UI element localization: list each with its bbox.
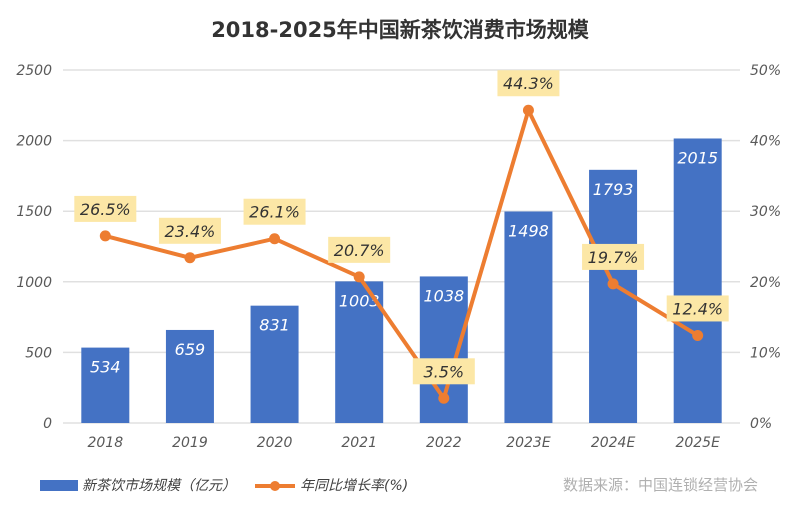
line-point bbox=[269, 233, 281, 245]
line-point bbox=[692, 329, 704, 341]
x-tick-label: 2021 bbox=[341, 435, 377, 451]
y-tick-label: 500 bbox=[25, 345, 52, 361]
legend-line-marker bbox=[270, 481, 280, 491]
point-label-bg bbox=[74, 195, 137, 222]
chart-title: 2018-2025年中国新茶饮消费市场规模 bbox=[211, 18, 590, 42]
x-tick-label: 2020 bbox=[257, 435, 293, 451]
bar bbox=[165, 329, 214, 423]
line-point bbox=[522, 104, 534, 116]
y2-tick-label: 0% bbox=[750, 416, 772, 432]
y-tick-label: 1000 bbox=[16, 275, 52, 291]
point-label-bg bbox=[328, 236, 391, 263]
y2-tick-label: 50% bbox=[750, 63, 781, 79]
bar bbox=[589, 169, 638, 423]
bar-label: 1038 bbox=[423, 286, 464, 305]
bar bbox=[250, 305, 299, 423]
point-label: 26.1% bbox=[249, 203, 300, 222]
x-tick-label: 2018 bbox=[87, 435, 123, 451]
y-tick-label: 2500 bbox=[16, 63, 52, 79]
line-point bbox=[607, 278, 619, 290]
x-tick-label: 2024E bbox=[591, 435, 636, 451]
bar bbox=[673, 138, 722, 423]
line-point bbox=[99, 230, 111, 242]
bar-label: 1003 bbox=[339, 291, 380, 310]
bar-label: 659 bbox=[175, 340, 206, 359]
point-label-bg bbox=[412, 358, 475, 385]
y-tick-label: 0 bbox=[43, 416, 52, 432]
bar bbox=[335, 281, 384, 423]
legend-bar-label: 新茶饮市场规模（亿元） bbox=[82, 478, 236, 494]
y2-tick-label: 10% bbox=[750, 345, 781, 361]
point-label-bg bbox=[666, 295, 729, 322]
point-label: 44.3% bbox=[503, 74, 554, 93]
y2-tick-label: 20% bbox=[750, 275, 781, 291]
x-tick-label: 2023E bbox=[506, 435, 551, 451]
bar-label: 831 bbox=[259, 316, 290, 335]
point-label: 19.7% bbox=[588, 248, 639, 267]
line-point bbox=[438, 392, 450, 404]
x-tick-label: 2022 bbox=[426, 435, 462, 451]
line-point bbox=[353, 271, 365, 283]
bar-label: 1498 bbox=[508, 221, 549, 240]
legend-bar-swatch bbox=[40, 480, 78, 491]
point-label: 26.5% bbox=[80, 200, 131, 219]
point-label-bg bbox=[158, 217, 221, 244]
line-point bbox=[184, 252, 196, 264]
legend-line-label: 年同比增长率(%) bbox=[300, 478, 408, 494]
point-label-bg bbox=[582, 243, 645, 270]
source-note: 数据来源：中国连锁经营协会 bbox=[563, 476, 758, 494]
y-tick-label: 1500 bbox=[16, 204, 52, 220]
y2-tick-label: 40% bbox=[750, 134, 781, 150]
x-tick-label: 2025E bbox=[675, 435, 720, 451]
y2-tick-label: 30% bbox=[750, 204, 781, 220]
y-tick-label: 2000 bbox=[16, 134, 52, 150]
point-label-bg bbox=[497, 70, 560, 97]
point-label-bg bbox=[243, 198, 306, 225]
point-label: 23.4% bbox=[165, 222, 216, 241]
bar-label: 534 bbox=[90, 358, 121, 377]
bar-label: 1793 bbox=[593, 180, 634, 199]
point-label: 3.5% bbox=[423, 362, 464, 381]
point-label: 20.7% bbox=[334, 241, 385, 260]
x-tick-label: 2019 bbox=[172, 435, 208, 451]
bar bbox=[504, 211, 553, 423]
point-label: 12.4% bbox=[672, 299, 723, 318]
bar-label: 2015 bbox=[677, 148, 718, 167]
bar bbox=[81, 347, 130, 423]
